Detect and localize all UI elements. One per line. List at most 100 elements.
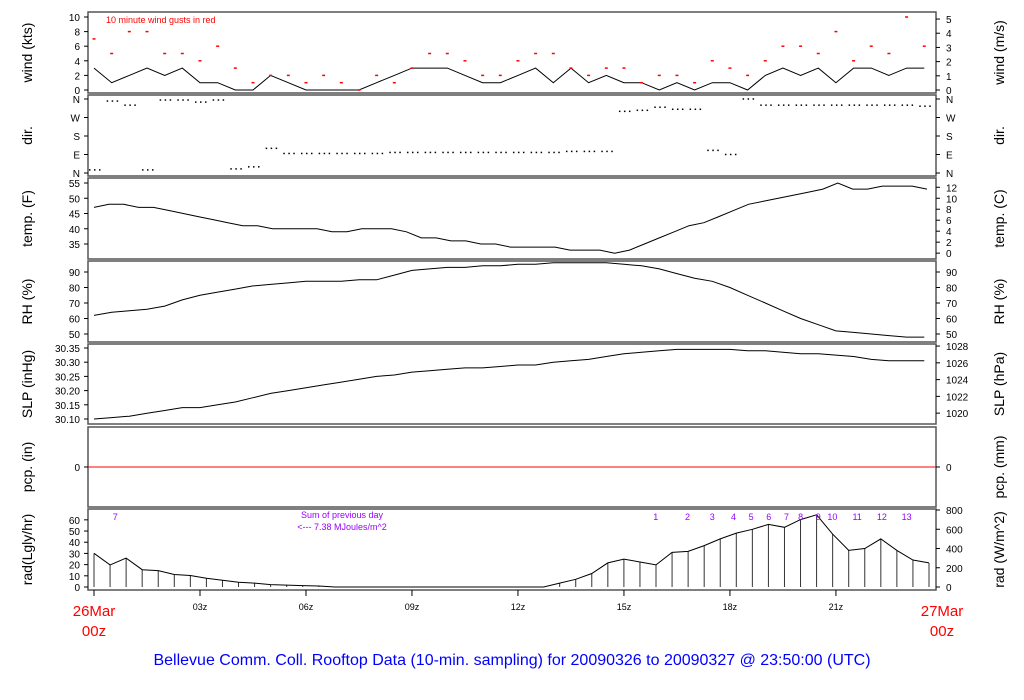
slp-panel-frame [87,343,937,425]
rad-tick-label-right: 400 [946,545,963,556]
dir-tick-label-right: S [946,132,953,143]
slp-tick-label: 30.15 [55,401,80,412]
slp-tick-label-right: 1026 [946,359,969,370]
slp-ylabel-right: SLP (hPa) [991,352,1007,416]
temp-line [93,182,928,254]
pcp-tick-label-right: 0 [946,463,952,474]
wind-tick-label-right: 4 [946,29,952,40]
x-tick-label: 15z [617,602,632,612]
slp-line [93,348,925,420]
rad-hour-mark: 7 [113,512,118,522]
slp-tick-label: 30.35 [55,344,80,355]
slp-tick-label: 30.30 [55,358,80,369]
rad-hour-mark: 7 [784,512,789,522]
rh-panel-frame [87,260,937,343]
rh-line [93,262,925,338]
x-tick-label: 12z [511,602,526,612]
wind-tick-label-right: 3 [946,43,952,54]
rh-tick-label: 90 [69,268,81,279]
x-tick-label: 06z [299,602,314,612]
temp-tick-label-right: 2 [946,238,952,249]
dir-tick-label: N [73,169,80,180]
temp-tick-label: 45 [69,210,81,221]
wind-tick-label: 4 [74,57,80,68]
gust-annotation: 10 minute wind gusts in red [106,15,216,25]
slp-tick-label-right: 1024 [946,376,969,387]
dir-tick-label: S [73,132,80,143]
wind-tick-label: 10 [69,13,81,24]
dir-tick-label-right: W [946,114,956,125]
dir-panel-frame [87,94,937,177]
rad-hour-mark: 1 [653,512,658,522]
rh-tick-label-right: 70 [946,299,958,310]
rh-tick-label-right: 90 [946,268,958,279]
rad-hour-mark: 12 [877,512,887,522]
temp-tick-label-right: 0 [946,249,952,260]
rad-line [93,514,930,588]
rad-tick-label-right: 600 [946,525,963,536]
rh-ylabel-right: RH (%) [991,279,1007,325]
wind-speed-line [93,67,925,91]
rad-hour-mark: 10 [827,512,837,522]
rad-hour-mark: 6 [766,512,771,522]
rh-tick-label: 60 [69,315,81,326]
rad-hour-mark: 4 [731,512,736,522]
rh-tick-label: 70 [69,299,81,310]
temp-tick-label-right: 6 [946,216,952,227]
wind-tick-label-right: 2 [946,58,952,69]
rh-tick-label-right: 50 [946,330,958,341]
x-tick-label: 21z [829,602,844,612]
pcp-ylabel-right: pcp. (mm) [991,436,1007,499]
x-tick-label: 03z [193,602,208,612]
dir-tick-label: N [73,95,80,106]
temp-ylabel: temp. (F) [19,190,35,247]
rad-hour-mark: 11 [852,512,861,522]
rh-tick-label-right: 80 [946,284,958,295]
rad-tick-label-right: 200 [946,564,963,575]
pcp-ylabel: pcp. (in) [19,442,35,493]
rad-panel-frame [87,508,937,591]
rh-tick-label-right: 60 [946,315,958,326]
slp-tick-label: 30.25 [55,372,80,383]
rad-hour-mark: 5 [749,512,754,522]
rad-sum-value: <--- 7.38 MJoules/m^2 [297,522,387,532]
x-tick-label: 18z [723,602,738,612]
dir-ylabel-right: dir. [991,126,1007,145]
dir-ylabel: dir. [19,126,35,145]
rad-sum-note: Sum of previous day [301,510,384,520]
wind-tick-label: 0 [74,86,80,97]
rh-tick-label: 50 [69,330,81,341]
date-hour-label: 00z [930,623,954,640]
wind-tick-label-right: 0 [946,86,952,97]
temp-ylabel-right: temp. (C) [991,189,1007,247]
temp-tick-label-right: 8 [946,205,952,216]
wind-ylabel-right: wind (m/s) [991,20,1007,86]
slp-tick-label: 30.10 [55,415,80,426]
slp-tick-label-right: 1022 [946,392,969,403]
chart-title: Bellevue Comm. Coll. Rooftop Data (10-mi… [153,652,871,669]
slp-tick-label: 30.20 [55,387,80,398]
rad-tick-label: 40 [69,538,81,549]
temp-tick-label-right: 4 [946,227,952,238]
rad-ylabel: rad(Lgly/hr) [19,514,35,586]
wind-tick-label: 2 [74,71,80,82]
rad-hour-mark: 2 [685,512,690,522]
wind-tick-label-right: 1 [946,72,952,83]
wind-ylabel: wind (kts) [19,23,35,84]
rh-tick-label: 80 [69,284,81,295]
rh-ylabel: RH (%) [19,279,35,325]
rad-tick-label-right: 0 [946,583,952,594]
dir-tick-label-right: E [946,151,953,162]
temp-tick-label: 35 [69,240,81,251]
rad-hour-mark: 3 [710,512,715,522]
slp-tick-label-right: 1020 [946,409,969,420]
temp-tick-label: 40 [69,225,81,236]
rad-hour-mark: 13 [902,512,912,522]
wind-tick-label: 8 [74,28,80,39]
wind-panel-frame [87,11,937,94]
rad-tick-label: 0 [74,583,80,594]
dir-tick-label-right: N [946,169,953,180]
rad-tick-label: 20 [69,561,81,572]
